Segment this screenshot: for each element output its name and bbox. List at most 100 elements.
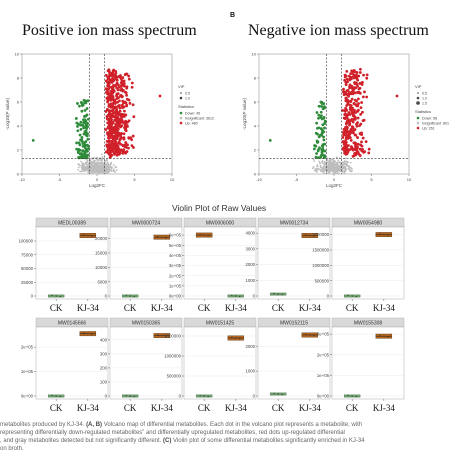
- nonsig-point: [347, 167, 350, 170]
- plot-frame: [21, 53, 173, 175]
- up-point: [122, 79, 126, 83]
- panel-frame: [35, 226, 109, 300]
- y-tick-label: 100: [100, 380, 108, 385]
- up-point: [353, 115, 357, 119]
- nonsig-point: [82, 168, 85, 171]
- nonsig-point: [311, 167, 314, 170]
- nonsig-point: [336, 172, 339, 175]
- down-point: [76, 125, 79, 128]
- legend-stat-label: Down: 58: [422, 117, 437, 121]
- nonsig-point: [107, 162, 109, 165]
- up-point: [119, 94, 123, 97]
- sample-point: [309, 234, 311, 237]
- y-tick-label: 200: [100, 366, 108, 371]
- nonsig-point: [78, 163, 80, 166]
- up-point: [355, 71, 359, 74]
- y-tick-label: 25000: [21, 280, 34, 285]
- y-tick-label: 8: [17, 76, 20, 81]
- nonsig-point: [90, 164, 93, 166]
- y-tick-label: 20000: [95, 236, 108, 241]
- y-tick-label: 0e+00: [21, 394, 34, 399]
- up-point: [130, 144, 134, 148]
- nonsig-point: [330, 162, 333, 164]
- legend-vip-marker: [416, 96, 420, 100]
- sample-point: [203, 234, 205, 236]
- up-point: [351, 120, 355, 124]
- down-point: [74, 117, 78, 120]
- y-tick-label: 0e+00: [169, 294, 182, 299]
- down-point: [322, 156, 326, 160]
- y-tick-label: 3e+05: [169, 263, 182, 268]
- nonsig-point: [109, 166, 111, 169]
- nonsig-point: [90, 162, 93, 165]
- group-label-ck: CK: [272, 403, 285, 413]
- group-label-kj-34: KJ-34: [225, 303, 247, 313]
- nonsig-point: [92, 166, 94, 169]
- up-point: [107, 147, 111, 151]
- up-point: [353, 91, 357, 95]
- sample-point: [273, 392, 275, 395]
- down-point: [319, 100, 323, 104]
- volcano-plot-negative: -10 -5 0 5 10 0 2 4 6 8 10 Log2FC -Log10(P value) VIP…: [242, 52, 449, 189]
- up-point: [346, 102, 350, 106]
- nonsig-point: [81, 162, 83, 165]
- sample-point: [355, 296, 357, 298]
- nonsig-point: [106, 166, 108, 169]
- sample-point: [51, 294, 53, 296]
- up-point: [118, 137, 122, 141]
- nonsig-point: [86, 169, 89, 172]
- group-label-ck: CK: [50, 303, 63, 313]
- up-point: [107, 152, 111, 156]
- y-tick-label: 75000: [21, 252, 34, 257]
- nonsig-point: [336, 170, 339, 173]
- up-point: [124, 101, 128, 105]
- up-point: [359, 143, 362, 147]
- up-point: [367, 147, 371, 151]
- up-point: [106, 121, 110, 125]
- up-point: [113, 137, 117, 141]
- nonsig-point: [92, 172, 94, 175]
- up-point: [124, 72, 128, 76]
- sample-point: [83, 332, 85, 334]
- up-point: [354, 151, 357, 155]
- up-point: [348, 122, 352, 125]
- nonsig-point: [104, 170, 107, 173]
- y-tick-label: 50000: [21, 266, 34, 271]
- nonsig-point: [339, 166, 342, 169]
- up-point: [108, 94, 112, 97]
- x-tick-label: 0: [96, 177, 99, 182]
- nonsig-point: [81, 170, 84, 173]
- up-point: [125, 93, 128, 97]
- nonsig-point: [113, 170, 115, 172]
- up-point: [352, 113, 355, 117]
- x-tick-label: -5: [58, 177, 62, 182]
- legend-stat-label: Insignificant: 801: [422, 122, 449, 126]
- legend-stat-marker: [179, 121, 183, 125]
- down-point: [318, 146, 321, 150]
- nonsig-point: [96, 156, 99, 159]
- nonsig-point: [328, 162, 331, 165]
- up-point: [123, 150, 127, 154]
- panel-strip-label: MW0151425: [206, 321, 235, 327]
- group-label-kj-34: KJ-34: [151, 303, 173, 313]
- down-point: [86, 144, 90, 148]
- sample-point: [51, 394, 53, 396]
- down-point: [75, 141, 79, 145]
- y-tick-label: 2: [17, 148, 20, 153]
- nonsig-point: [105, 159, 108, 162]
- up-point: [111, 131, 115, 135]
- nonsig-point: [316, 165, 319, 168]
- nonsig-point: [336, 164, 339, 167]
- nonsig-point: [349, 161, 352, 164]
- nonsig-point: [98, 171, 101, 174]
- y-tick-label: 5e+05: [169, 243, 182, 248]
- nonsig-point: [332, 164, 335, 167]
- up-point: [121, 89, 125, 93]
- nonsig-point: [322, 170, 324, 173]
- up-point: [116, 88, 120, 92]
- group-label-kj-34: KJ-34: [373, 303, 395, 313]
- violin-panel-mw0151425: MW0151425 0 500000 1000000 1500000 CK KJ-34: [164, 317, 257, 413]
- up-point: [116, 117, 120, 120]
- sample-point: [305, 234, 307, 236]
- caption-line-3: , and gray metabolites detected but not …: [0, 438, 365, 444]
